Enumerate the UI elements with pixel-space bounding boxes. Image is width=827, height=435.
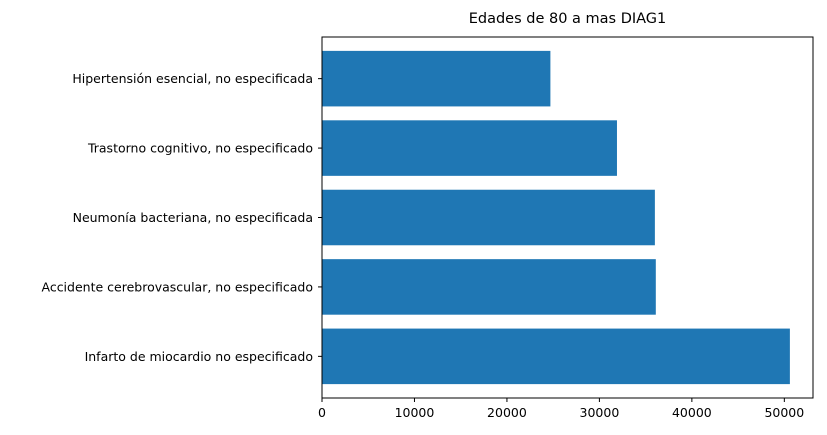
- chart-title: Edades de 80 a mas DIAG1: [469, 11, 667, 27]
- x-tick-label: 40000: [672, 405, 712, 420]
- x-axis: 0 10000 20000 30000 40000 50000: [318, 398, 804, 420]
- bar: [322, 189, 655, 246]
- y-tick-label: Accidente cerebrovascular, no especifica…: [41, 279, 313, 294]
- bar: [322, 120, 617, 176]
- bar: [322, 259, 656, 315]
- x-tick-label: 30000: [580, 405, 620, 420]
- x-tick-label: 0: [318, 405, 326, 420]
- x-tick-label: 10000: [395, 405, 435, 420]
- y-tick-label: Trastorno cognitivo, no especificado: [87, 141, 313, 156]
- y-tick-label: Hipertensión esencial, no especificada: [72, 71, 313, 86]
- bar: [322, 328, 790, 385]
- x-tick-label: 50000: [764, 405, 804, 420]
- y-tick-label: Neumonía bacteriana, no especificada: [73, 210, 313, 225]
- bars-group: [322, 50, 790, 385]
- axes-frame: [321, 36, 814, 399]
- y-tick-label: Infarto de miocardio no especificado: [85, 349, 313, 364]
- bar: [322, 50, 551, 107]
- y-axis: Infarto de miocardio no especificado Acci…: [41, 71, 322, 364]
- x-tick-label: 20000: [487, 405, 527, 420]
